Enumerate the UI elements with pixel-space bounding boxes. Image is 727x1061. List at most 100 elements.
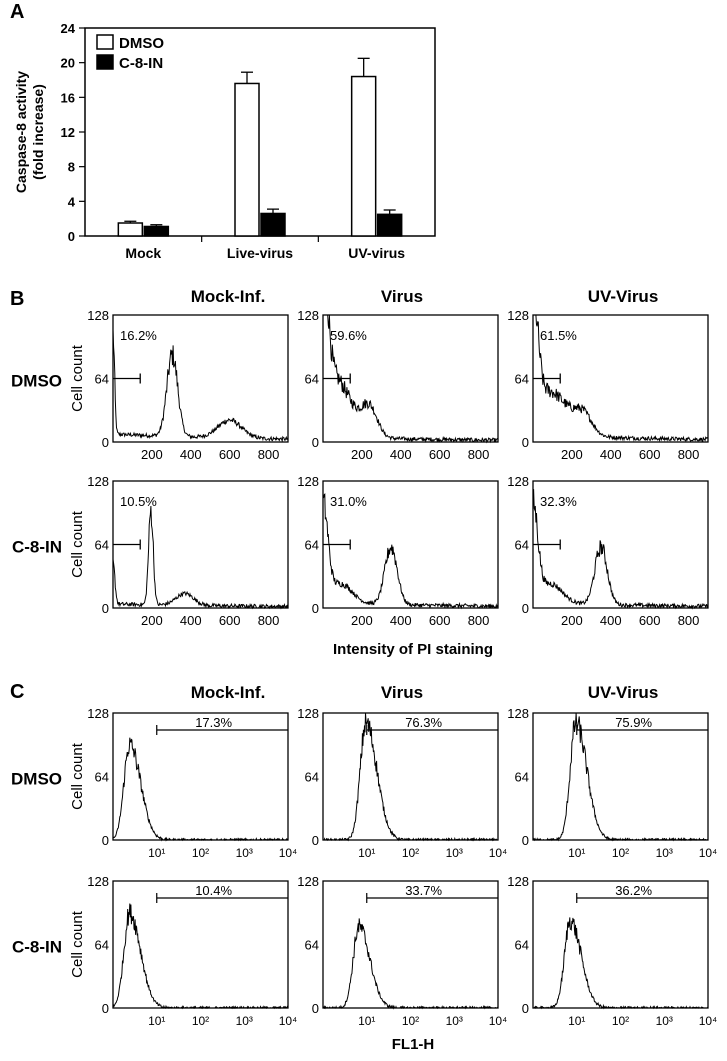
panel-b-xtick-label: 200 [561,613,583,628]
panel-b-xtick-label: 200 [561,447,583,462]
panel-b-ytick-label: 128 [297,474,319,489]
panel-b-ytick-label: 0 [522,435,529,450]
panel-b-column-title: UV-Virus [588,287,659,306]
panel-b-ytick-label: 128 [507,474,529,489]
panel-b-xtick-label: 600 [219,447,241,462]
panel-b-percent-label: 61.5% [540,328,577,343]
panel-c-xtick-label: 10² [192,846,209,860]
panel-c-row-label: DMSO [11,770,62,789]
panel-c-xtick-label: 10³ [656,846,673,860]
panel-c-percent-label: 76.3% [405,715,442,730]
panel-a-bar [234,82,260,237]
panel-b-xtick-label: 200 [351,447,373,462]
panel-b-xtick-label: 200 [351,613,373,628]
panel-c-xtick-label: 10⁴ [279,1014,298,1028]
panel-c-plot-frame [532,712,709,841]
panel-c-ytick-label: 128 [87,706,109,721]
panel-b-xtick-label: 800 [258,447,280,462]
panel-b-xtick-label: 400 [180,447,202,462]
panel-c-percent-label: 33.7% [405,883,442,898]
panel-a-category-label: UV-virus [348,245,405,261]
panel-b-percent-label: 16.2% [120,328,157,343]
panel-c-histogram-trace [112,737,288,842]
panel-b-histogram-trace [532,489,709,610]
panel-b-ytick-label: 128 [297,308,319,323]
panel-b-ytick-label: 64 [515,372,529,387]
panel-c-ytick-label: 0 [522,1001,529,1016]
panel-c-xtick-label: 10¹ [358,1014,375,1028]
panel-c-ytick-label: 128 [87,874,109,889]
panel-b-xtick-label: 800 [678,447,700,462]
panel-c-percent-label: 17.3% [195,715,232,730]
panel-a-legend-label: C-8-IN [119,55,163,72]
panel-c-ytick-label: 0 [312,833,319,848]
panel-c-histogram-trace [533,712,709,842]
panel-c-xtick-label: 10¹ [568,1014,585,1028]
panel-b-ytick-label: 0 [312,601,319,616]
panel-b-xtick-label: 800 [258,613,280,628]
panel-c-xlabel: FL1-H [392,1036,435,1053]
panel-b-ytick-label: 0 [102,601,109,616]
panel-b-ylabel: Cell count [69,510,86,578]
panel-c-plot-frame [322,712,499,841]
panel-b-histogram-trace [533,314,709,443]
panel-c-xtick-label: 10³ [656,1014,673,1028]
panel-b-ytick-label: 128 [507,308,529,323]
panel-b-ytick-label: 64 [305,538,319,553]
panel-b-ytick-label: 64 [95,372,109,387]
panel-b-xtick-label: 400 [600,613,622,628]
panel-b-xlabel: Intensity of PI staining [333,641,493,658]
panel-b-xtick-label: 600 [429,447,451,462]
panel-b-row-label: C-8-IN [12,538,62,557]
panel-c-percent-label: 75.9% [615,715,652,730]
panel-b-ytick-label: 64 [515,538,529,553]
panel-c-xtick-label: 10² [402,1014,419,1028]
panel-b-xtick-label: 600 [639,613,661,628]
panel-b-ytick-label: 0 [312,435,319,450]
panel-c-percent-label: 36.2% [615,883,652,898]
panel-b-xtick-label: 200 [141,613,163,628]
panel-a-bar [376,213,403,237]
panel-c-histogram-trace [322,918,499,1010]
panel-c-xtick-label: 10³ [446,846,463,860]
panel-b-xtick-label: 200 [141,447,163,462]
panel-c-ytick-label: 0 [102,833,109,848]
panel-b-ytick-label: 0 [102,435,109,450]
panel-c-xtick-label: 10³ [446,1014,463,1028]
panel-c-xtick-label: 10⁴ [279,846,298,860]
panel-c-column-title: Mock-Inf. [191,683,266,702]
panel-c-ytick-label: 64 [305,770,319,785]
panel-a-ytick-label: 8 [68,160,75,175]
panel-b-xtick-label: 600 [429,613,451,628]
panel-b-ytick-label: 128 [87,308,109,323]
panel-b-xtick-label: 800 [468,447,490,462]
panel-c-ytick-label: 0 [522,833,529,848]
panel-c-xtick-label: 10¹ [568,846,585,860]
panel-b-xtick-label: 600 [639,447,661,462]
panel-b-ytick-label: 128 [87,474,109,489]
panel-c-xtick-label: 10⁴ [699,846,718,860]
panel-a-legend-swatch [96,34,114,50]
panel-c-xtick-label: 10¹ [358,846,375,860]
panel-letter-c: C [10,681,24,703]
panel-c-ytick-label: 64 [305,938,319,953]
panel-c-xtick-label: 10¹ [148,1014,165,1028]
panel-b-xtick-label: 600 [219,613,241,628]
panel-c-ylabel: Cell count [69,742,86,810]
panel-c-ytick-label: 128 [507,874,529,889]
panel-c-xtick-label: 10⁴ [489,846,508,860]
panel-c-xtick-label: 10² [192,1014,209,1028]
panel-b-ytick-label: 64 [305,372,319,387]
panel-a-bar [117,222,144,237]
panel-b-xtick-label: 400 [390,613,412,628]
panel-a-bar [350,75,377,237]
panel-b-percent-label: 31.0% [330,494,367,509]
panel-b-xtick-label: 400 [180,613,202,628]
panel-c-column-title: UV-Virus [588,683,659,702]
panel-letter-a: A [10,1,24,23]
panel-b-percent-label: 59.6% [330,328,367,343]
panel-c-xtick-label: 10² [402,846,419,860]
panel-b-column-title: Mock-Inf. [191,287,266,306]
panel-a-ytick-label: 12 [61,125,75,140]
